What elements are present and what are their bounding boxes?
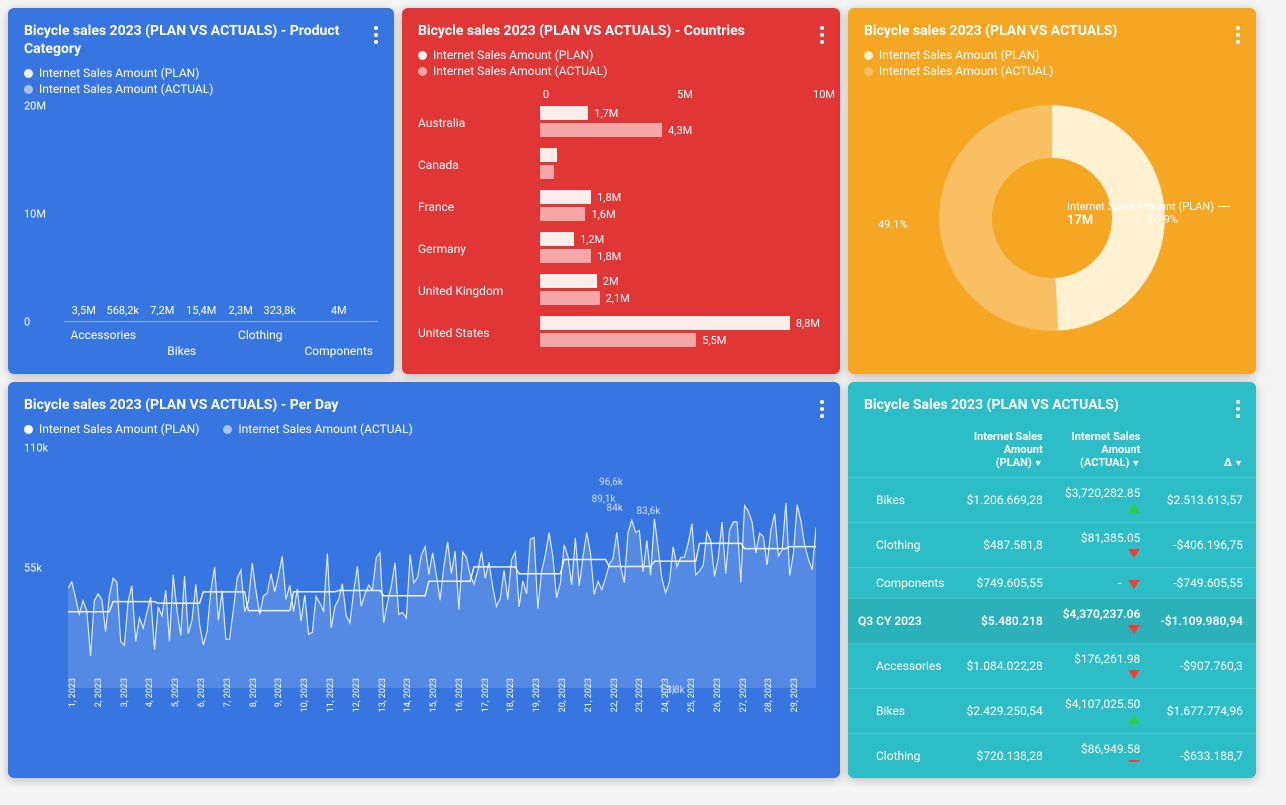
horizontal-bar-chart: 05M10M Australia1,7M4,3MCanadaFrance1,8M… [418,88,824,350]
vertical-bar-chart: 20M10M0 3,5M568,2kAccessories7,2M15,4MBi… [24,106,378,346]
table-row[interactable]: Clothing$720.138,28$86,949.58 -$633.188,… [848,734,1256,763]
legend-actual-label: Internet Sales Amount (ACTUAL) [39,82,213,96]
table-header[interactable]: Internet Sales Amount (PLAN)▼ [955,422,1053,478]
table-row[interactable]: Bikes$2.429.250,54$4,107,025.50 $1.677.7… [848,689,1256,734]
legend-actual-label: Internet Sales Amount (ACTUAL) [238,422,412,436]
table-header[interactable]: Δ▼ [1150,422,1253,478]
table-row[interactable]: Clothing$487.581,8$81,385.05 -$406.196,7… [848,523,1256,568]
donut-center-label: Internet Sales Amount (PLAN) 17M [1067,200,1214,228]
table-header[interactable]: Δ %▼ [1253,422,1256,478]
more-icon[interactable] [1232,22,1244,48]
card-title: Bicycle Sales 2023 (PLAN VS ACTUALS) [864,396,1202,414]
legend: Internet Sales Amount (PLAN) Internet Sa… [418,48,824,78]
more-icon[interactable] [370,22,382,48]
table-header[interactable] [848,422,955,478]
legend-actual-label: Internet Sales Amount (ACTUAL) [433,64,607,78]
card-title: Bicycle sales 2023 (PLAN VS ACTUALS) - P… [24,22,343,58]
legend-plan-label: Internet Sales Amount (PLAN) [433,48,593,62]
card-per-day: Bicycle sales 2023 (PLAN VS ACTUALS) - P… [8,382,840,778]
table-row[interactable]: Components$749.605,55- -$749.605,55-100% [848,568,1256,599]
dashboard: Bicycle sales 2023 (PLAN VS ACTUALS) - P… [8,8,1278,778]
legend: Internet Sales Amount (PLAN) Internet Sa… [24,422,824,438]
card-title: Bicycle sales 2023 (PLAN VS ACTUALS) - P… [24,396,744,414]
more-icon[interactable] [816,22,828,48]
legend-plan-label: Internet Sales Amount (PLAN) [879,48,1039,62]
legend-plan-label: Internet Sales Amount (PLAN) [39,422,199,436]
card-donut: Bicycle sales 2023 (PLAN VS ACTUALS) Int… [848,8,1256,374]
data-table: Internet Sales Amount (PLAN)▼Internet Sa… [848,422,1256,762]
card-title: Bicycle sales 2023 (PLAN VS ACTUALS) [864,22,1202,40]
legend-plan-label: Internet Sales Amount (PLAN) [39,66,199,80]
card-product-category: Bicycle sales 2023 (PLAN VS ACTUALS) - P… [8,8,394,374]
plan-pct-label: 49.1% [878,218,908,231]
card-table: Bicycle Sales 2023 (PLAN VS ACTUALS) Int… [848,382,1256,778]
card-title: Bicycle sales 2023 (PLAN VS ACTUALS) - C… [418,22,783,40]
more-icon[interactable] [816,396,828,422]
legend-actual-label: Internet Sales Amount (ACTUAL) [879,64,1053,78]
table-header[interactable]: Internet Sales Amount (ACTUAL)▼ [1053,422,1151,478]
more-icon[interactable] [1232,396,1244,422]
table-row[interactable]: Accessories$1.084.022,28$176,261.98 -$90… [848,644,1256,689]
card-countries: Bicycle sales 2023 (PLAN VS ACTUALS) - C… [402,8,840,374]
line-chart: 110k55k 96,6k89,1k84k83,6k1,3k1,3k 1, 20… [24,448,824,728]
table-scroll[interactable]: Internet Sales Amount (PLAN)▼Internet Sa… [848,422,1256,762]
table-row[interactable]: Bikes$1.206.669,28$3,720,282.85 $2.513.6… [848,478,1256,523]
donut-chart: 49.1% 50.9% Internet Sales Amount (PLAN)… [864,88,1240,348]
legend: Internet Sales Amount (PLAN) Internet Sa… [24,66,378,96]
legend: Internet Sales Amount (PLAN) Internet Sa… [864,48,1240,78]
table-row[interactable]: Q3 CY 2023$5.480.218$4,370,237.06 -$1.10… [848,599,1256,644]
